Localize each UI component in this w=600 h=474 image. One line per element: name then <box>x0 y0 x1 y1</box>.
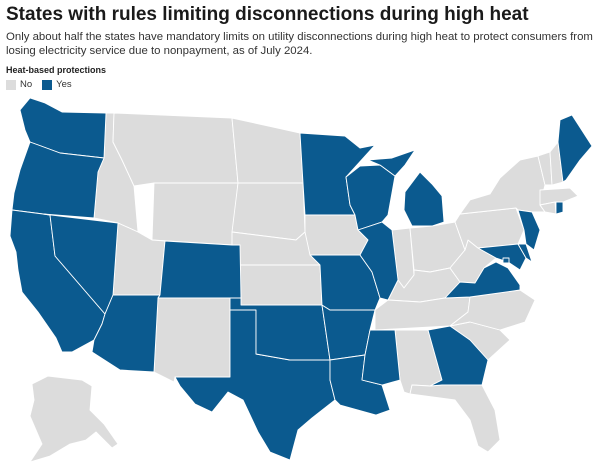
chart-subtitle: Only about half the states have mandator… <box>6 31 593 57</box>
state-delaware: Delaware <box>517 243 533 263</box>
state-mississippi: Mississippi <box>361 329 401 386</box>
state-colorado: Colorado <box>157 240 242 299</box>
state-alaska: Alaska <box>29 375 119 463</box>
state-michigan: Michigan <box>367 149 445 227</box>
legend-title: Heat-based protections <box>6 65 107 75</box>
legend-swatch-yes <box>42 79 53 90</box>
state-illinois: Illinois <box>357 221 399 301</box>
state-oregon: Oregon <box>11 141 105 219</box>
legend-label-no: No <box>20 79 33 90</box>
state-kansas: Kansas <box>239 264 323 306</box>
legend-swatch-no <box>6 79 16 90</box>
us-map: IdahoMontanaWyomingUtahNew MexicoNorth D… <box>9 97 593 463</box>
state-new-york: New York <box>459 155 546 215</box>
legend-item-no: No <box>6 79 32 90</box>
state-georgia: Georgia <box>427 325 489 387</box>
state-district-of-columbia: District of Columbia <box>502 257 510 264</box>
legend-item-yes: Yes <box>42 79 72 90</box>
state-oklahoma: Oklahoma <box>229 297 331 361</box>
legend: No Yes <box>6 79 82 90</box>
state-new-mexico: New Mexico <box>153 297 231 383</box>
state-montana: Montana <box>112 112 239 187</box>
state-virginia: Virginia <box>444 261 521 299</box>
chart-title: States with rules limiting disconnection… <box>6 4 529 25</box>
state-pennsylvania: Pennsylvania <box>454 207 525 251</box>
state-florida: Florida <box>409 384 501 453</box>
state-maine: Maine <box>557 114 593 183</box>
state-south-dakota: South Dakota <box>231 182 306 241</box>
state-north-carolina: North Carolina <box>449 289 536 331</box>
state-rhode-island: Rhode Island <box>555 201 564 215</box>
state-new-jersey: New Jersey <box>517 209 541 251</box>
state-wisconsin: Wisconsin <box>345 164 396 231</box>
state-north-dakota: North Dakota <box>231 117 304 184</box>
legend-label-yes: Yes <box>56 79 72 90</box>
state-wyoming: Wyoming <box>151 182 239 246</box>
